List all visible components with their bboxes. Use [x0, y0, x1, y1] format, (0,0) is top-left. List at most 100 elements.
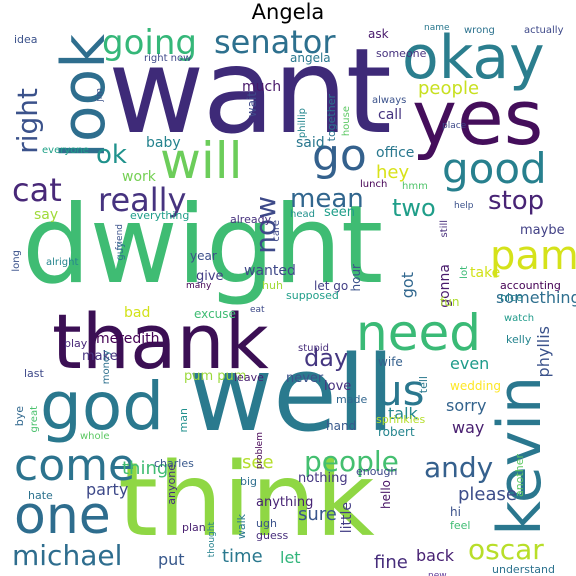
word-already: everything	[130, 209, 190, 222]
word-many: huh	[262, 279, 283, 292]
word-take: got	[398, 272, 417, 299]
word-hate: plan	[182, 521, 206, 534]
word-give: wanted	[244, 263, 296, 279]
word-plan: walk	[235, 514, 248, 540]
word-someone: angela	[290, 51, 331, 65]
word-name: ask	[368, 27, 389, 41]
word-cat: cat	[12, 171, 62, 209]
word-us: us	[376, 366, 425, 415]
word-want: want	[108, 24, 392, 160]
word-make: maybe	[520, 223, 565, 238]
word-bad: call	[378, 107, 403, 123]
word-let-go: lot	[459, 266, 470, 279]
word-always: lunch	[360, 179, 388, 190]
word-money: eat	[250, 305, 265, 315]
word-jim: everyone	[42, 145, 89, 156]
word-work: say	[34, 207, 59, 223]
word-wedding: sprinkles	[376, 413, 426, 426]
word-got: something	[496, 288, 576, 307]
word-man: problem	[255, 432, 265, 470]
word-head: already	[230, 213, 272, 226]
word-friend: man	[177, 408, 190, 433]
word-gonna: take	[470, 265, 501, 281]
word-much: said	[296, 135, 325, 151]
word-something: phyllis	[534, 326, 553, 378]
word-right: right	[11, 88, 44, 154]
word-lot: tell	[417, 376, 430, 394]
word-night: idea	[14, 33, 38, 46]
word-sorry: talk	[388, 404, 418, 423]
word-everyone: wait	[245, 92, 259, 118]
word-long: alright	[46, 257, 79, 268]
word-actually: wrong	[464, 25, 495, 36]
word-good: good	[442, 144, 547, 193]
word-wanted: bad	[124, 305, 151, 321]
word-pam: pam	[490, 233, 576, 279]
word-made: love	[324, 379, 352, 394]
word-meredith: make	[82, 349, 118, 364]
word-thought: anyone	[165, 464, 178, 505]
word-robert: hand	[326, 419, 357, 433]
word-fine: let	[280, 548, 301, 567]
figure-title: Angela	[251, 0, 325, 24]
word-really: really	[98, 181, 187, 219]
word-big: hate	[28, 489, 53, 502]
word-andy: andy	[424, 451, 494, 484]
word-play: money	[101, 350, 112, 385]
word-oscar: oscar	[468, 533, 544, 566]
word-lunch: place	[442, 121, 467, 131]
word-will: will	[160, 132, 243, 190]
word-thing: see	[242, 452, 274, 473]
word-hey: hey	[376, 162, 410, 183]
word-phillip: together	[325, 94, 338, 142]
word-hmm: help	[454, 201, 474, 211]
word-never: pum pum	[184, 369, 247, 384]
word-people-tag: people	[418, 78, 480, 99]
word-right-now: jim	[95, 88, 105, 102]
word-stop: stop	[488, 186, 545, 216]
word-anything: hello	[379, 480, 393, 509]
word-hello: little	[339, 502, 355, 534]
word-kelly: wife	[378, 355, 403, 369]
word-sure: party	[86, 480, 129, 499]
word-think: think	[118, 441, 375, 560]
word-mean: mean	[290, 184, 364, 214]
word-enough: feel	[450, 519, 471, 532]
word-excuse: many	[186, 281, 212, 291]
word-cloud: want dwight well think thank yes okay lo…	[0, 24, 576, 576]
word-accounting: watch	[504, 313, 535, 324]
word-wrong: name	[424, 24, 450, 33]
word-yes: yes	[412, 73, 544, 162]
word-talk: way	[452, 418, 485, 437]
word-sprinkles: another	[513, 454, 526, 498]
word-angela: right now	[144, 53, 192, 64]
word-fun: nice	[500, 291, 523, 304]
word-baby: work	[122, 169, 156, 185]
word-idea: actually	[524, 25, 564, 36]
word-going: going	[102, 24, 197, 63]
word-go: go	[312, 130, 367, 181]
word-whole: great	[29, 406, 40, 433]
word-together: house	[341, 106, 352, 137]
word-maybe: year	[190, 249, 217, 263]
word-anyone: whole	[80, 431, 110, 442]
word-stupid: leave	[234, 371, 264, 384]
word-back: fine	[374, 552, 408, 573]
word-great: bye	[13, 406, 26, 427]
word-ok: ok	[96, 140, 127, 170]
word-bye: last	[24, 367, 44, 380]
word-understand: new	[428, 571, 447, 576]
word-charles: big	[240, 475, 258, 488]
word-party: thing	[122, 458, 169, 479]
word-nothing: robert	[378, 425, 415, 439]
word-new: enough	[356, 465, 398, 478]
word-come: come	[14, 440, 136, 491]
word-leave: excuse	[194, 307, 236, 321]
word-need: need	[356, 304, 481, 362]
word-wife: wedding	[450, 379, 501, 393]
word-eat: stupid	[298, 343, 329, 354]
word-huh: supposed	[286, 289, 339, 302]
word-last: play	[64, 337, 88, 350]
word-said: office	[376, 145, 415, 161]
word-phyllis: even	[450, 354, 490, 373]
